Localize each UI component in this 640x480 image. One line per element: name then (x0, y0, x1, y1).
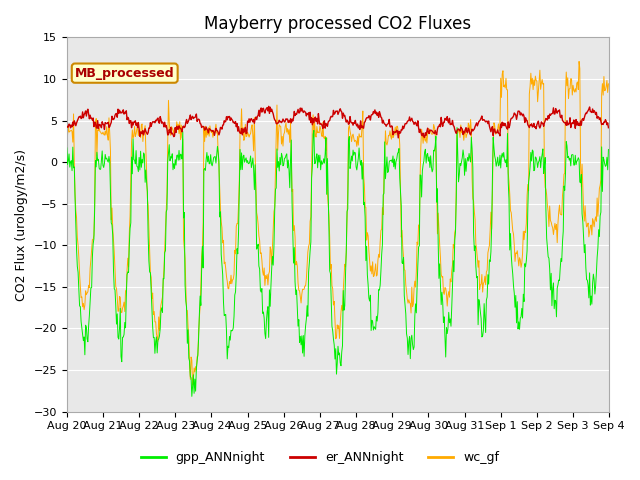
Y-axis label: CO2 Flux (urology/m2/s): CO2 Flux (urology/m2/s) (15, 148, 28, 300)
Text: MB_processed: MB_processed (75, 67, 175, 80)
Legend: gpp_ANNnight, er_ANNnight, wc_gf: gpp_ANNnight, er_ANNnight, wc_gf (136, 446, 504, 469)
Title: Mayberry processed CO2 Fluxes: Mayberry processed CO2 Fluxes (204, 15, 472, 33)
